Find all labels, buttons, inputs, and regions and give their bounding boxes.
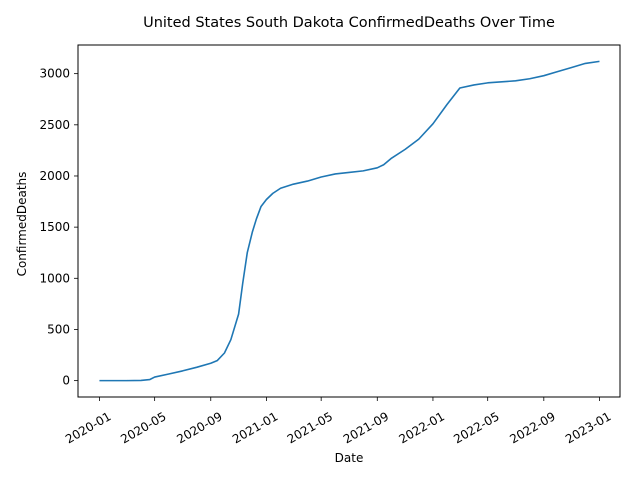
y-tick-label: 1000 [39,271,70,285]
series-line-0 [99,60,600,382]
y-tick-label: 3000 [39,67,70,81]
chart-title: United States South Dakota ConfirmedDeat… [143,15,555,31]
x-axis-title: Date [335,451,364,465]
y-tick-label: 0 [62,374,70,388]
y-axis: 0 500 1000 1500 2000 2500 3000 [39,67,78,388]
y-tick-label: 500 [47,322,70,336]
plot-frame [77,44,621,398]
y-tick-label: 2500 [39,118,70,132]
plot-area [99,60,600,382]
y-tick-label: 2000 [39,169,70,183]
y-tick-label: 1500 [39,220,70,234]
y-axis-title: ConfirmedDeaths [15,172,29,277]
